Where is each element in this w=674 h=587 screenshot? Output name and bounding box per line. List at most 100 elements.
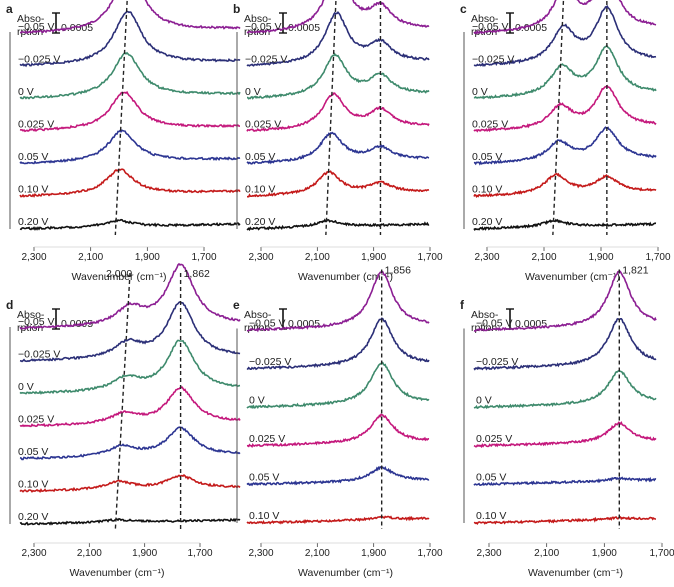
- scale-bar-value: 0.0005: [61, 318, 93, 330]
- spectrum-line: [246, 515, 430, 525]
- potential-label: 0.20 V: [245, 216, 275, 228]
- x-tick: 1,700: [187, 543, 213, 559]
- peak-guide-line: [114, 0, 128, 236]
- spectrum-line: [473, 0, 657, 35]
- svg-text:1,900: 1,900: [592, 548, 617, 559]
- potential-label: −0.05 V: [249, 318, 286, 330]
- x-tick: 1,700: [417, 543, 443, 559]
- panel-letter: f: [460, 298, 465, 312]
- potential-label: 0.05 V: [476, 472, 506, 484]
- svg-text:2,100: 2,100: [77, 548, 102, 559]
- x-tick: 2,100: [534, 543, 560, 559]
- potential-label: 0.20 V: [18, 216, 48, 228]
- spectrum-line: [473, 270, 657, 332]
- x-tick: 2,300: [21, 543, 47, 559]
- potential-label: −0.025 V: [472, 54, 514, 66]
- potential-label: −0.05 V: [18, 316, 55, 328]
- potential-label: 0.025 V: [476, 433, 512, 445]
- potential-label: 0.05 V: [18, 151, 48, 163]
- potential-label: −0.05 V: [472, 21, 509, 33]
- potential-label: 0.10 V: [245, 184, 275, 196]
- spectrum-line: [473, 421, 657, 449]
- spectrum-line: [246, 361, 430, 410]
- scale-bar-value: 0.0005: [515, 22, 547, 34]
- peak-label: 1,821: [622, 265, 648, 277]
- x-tick: 2,100: [77, 543, 102, 559]
- spectrum-line: [19, 474, 241, 493]
- spectrum-line: [246, 465, 430, 487]
- potential-label: 0.025 V: [249, 433, 285, 445]
- svg-text:1,700: 1,700: [417, 252, 442, 263]
- potential-label: 0 V: [472, 86, 488, 98]
- absorption-label: rption: [244, 322, 270, 334]
- spectrum-line: [19, 129, 241, 165]
- potential-label: −0.05 V: [245, 21, 282, 33]
- spectrum-line: [19, 10, 241, 68]
- x-tick: 2,100: [305, 543, 330, 559]
- panel-letter: a: [6, 2, 13, 16]
- panel-d: d Abso-rption 0.0005 −0.05 V −0.025 V 0 V 0.02…: [6, 262, 241, 579]
- potential-label: −0.025 V: [476, 356, 518, 368]
- potential-label: −0.025 V: [18, 54, 60, 66]
- spectrum-line: [247, 52, 430, 100]
- spectrum-line: [19, 517, 241, 526]
- panel-letter: c: [460, 2, 467, 16]
- x-tick: 2,100: [305, 247, 330, 263]
- potential-label: −0.025 V: [18, 349, 60, 361]
- absorption-label: Abso-: [17, 309, 45, 321]
- peak-label: 1,862: [184, 268, 210, 280]
- potential-label: −0.05 V: [476, 318, 513, 330]
- spectrum-line: [246, 0, 430, 34]
- potential-label: 0 V: [476, 395, 492, 407]
- svg-text:1,700: 1,700: [191, 252, 216, 263]
- absorption-label: Abso-: [244, 13, 272, 25]
- spectrum-line: [246, 270, 430, 333]
- potential-label: −0.05 V: [18, 21, 55, 33]
- peak-label: 2,000: [106, 268, 132, 280]
- spectrum-line: [246, 317, 430, 371]
- potential-label: 0.10 V: [249, 510, 279, 522]
- x-tick: 1,700: [191, 247, 217, 263]
- peak-label: 1,856: [385, 265, 411, 277]
- x-tick: 1,700: [417, 247, 443, 263]
- x-tick: 2,300: [248, 543, 274, 559]
- x-tick: 1,900: [588, 247, 614, 263]
- x-axis-title: Wavenumber (cm⁻¹): [528, 567, 623, 579]
- absorption-label: Abso-: [471, 13, 499, 25]
- potential-label: 0.025 V: [18, 414, 54, 426]
- x-tick: 2,100: [78, 247, 104, 263]
- spectrum-line: [19, 339, 241, 395]
- svg-text:2,100: 2,100: [305, 548, 330, 559]
- svg-text:2,300: 2,300: [248, 252, 273, 263]
- potential-label: 0.025 V: [18, 119, 54, 131]
- potential-label: 0.025 V: [245, 119, 281, 131]
- x-tick: 1,700: [645, 247, 671, 263]
- svg-text:1,700: 1,700: [645, 252, 670, 263]
- potential-label: 0.10 V: [18, 184, 48, 196]
- spectrum-line: [19, 386, 241, 428]
- spectrum-line: [246, 413, 430, 449]
- x-tick: 2,300: [248, 247, 274, 263]
- absorption-label: rption: [471, 322, 497, 334]
- svg-text:2,300: 2,300: [21, 252, 46, 263]
- x-tick: 2,300: [21, 247, 47, 263]
- potential-label: 0.20 V: [18, 511, 48, 523]
- spectrum-line: [19, 168, 241, 198]
- x-axis-title: Wavenumber (cm⁻¹): [298, 271, 393, 283]
- spectrum-line: [246, 92, 430, 132]
- potential-label: 0 V: [249, 395, 265, 407]
- svg-text:2,100: 2,100: [78, 252, 103, 263]
- potential-label: 0.05 V: [245, 151, 275, 163]
- spectrum-line: [19, 262, 241, 330]
- x-tick: 1,900: [135, 247, 160, 263]
- potential-label: 0 V: [245, 86, 261, 98]
- x-axis-title: Wavenumber (cm⁻¹): [525, 271, 620, 283]
- potential-label: 0.20 V: [472, 216, 502, 228]
- x-tick: 2,300: [476, 543, 502, 559]
- panel-letter: b: [233, 2, 240, 16]
- spectrum-line: [473, 45, 657, 100]
